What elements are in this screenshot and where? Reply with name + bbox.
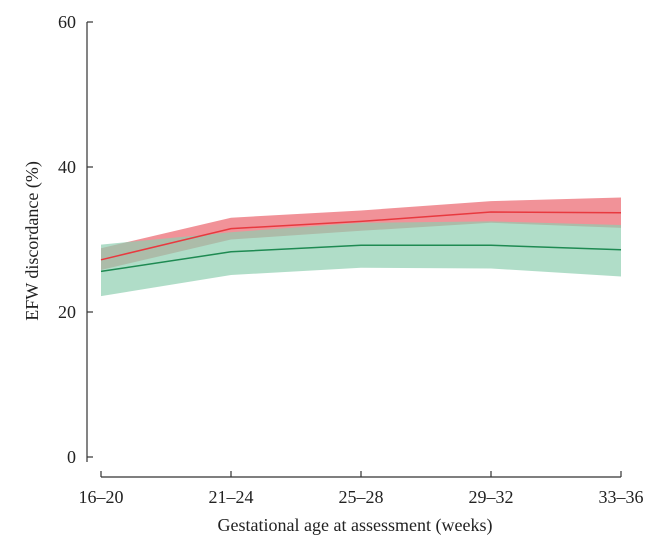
y-tick-label-0: 0 — [67, 447, 76, 467]
band-series-1 — [101, 197, 621, 270]
y-tick-label-20: 20 — [58, 302, 76, 322]
x-tick-label-1: 21–24 — [209, 487, 254, 507]
x-tick-label-2: 25–28 — [339, 487, 384, 507]
series-lines — [100, 211, 622, 273]
x-ticks: 16–20 21–24 25–28 29–32 33–36 — [79, 471, 644, 507]
x-tick-label-4: 33–36 — [599, 487, 644, 507]
confidence-bands — [101, 197, 621, 297]
x-axis-label: Gestational age at assessment (weeks) — [218, 515, 493, 536]
y-tick-label-40: 40 — [58, 157, 76, 177]
band-series-2 — [101, 221, 621, 297]
y-ticks: 0 20 40 60 — [58, 12, 93, 467]
y-axis-label: EFW discordance (%) — [22, 161, 43, 321]
y-tick-label-60: 60 — [58, 12, 76, 32]
x-tick-label-0: 16–20 — [79, 487, 124, 507]
x-tick-label-3: 29–32 — [469, 487, 514, 507]
